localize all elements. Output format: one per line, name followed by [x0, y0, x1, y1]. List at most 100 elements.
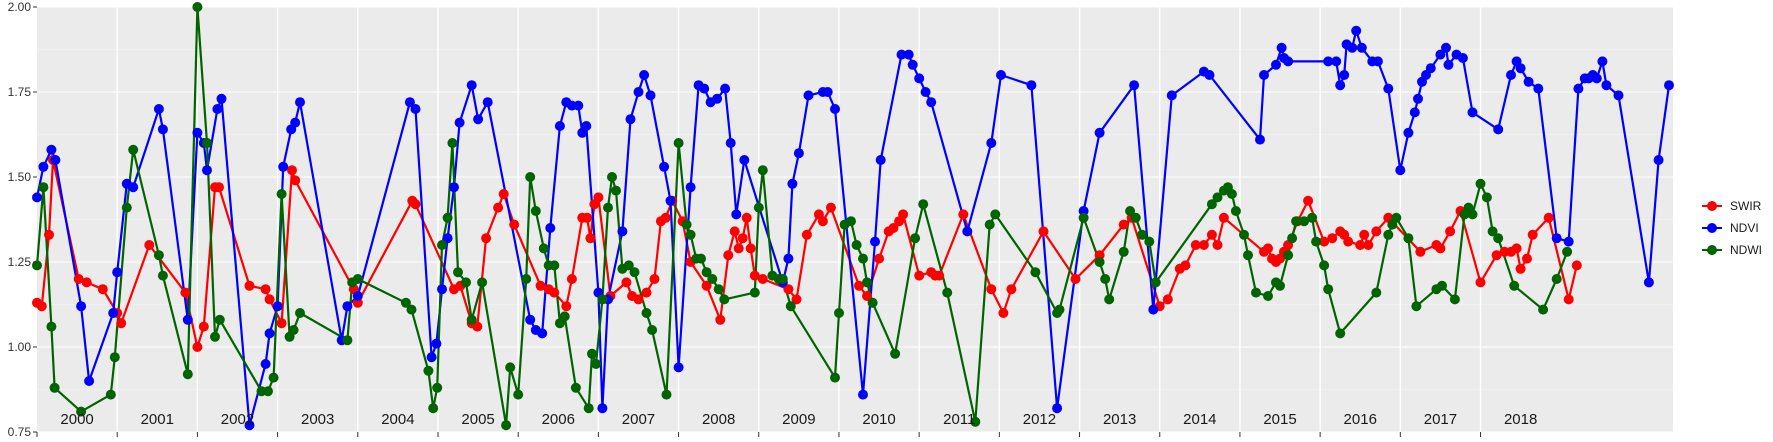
data-point-ndvi: [1563, 236, 1574, 247]
data-point-ndwi: [1230, 206, 1241, 216]
data-point-ndvi: [212, 104, 223, 114]
data-point-ndwi: [505, 362, 516, 373]
data-point-ndvi: [1515, 63, 1526, 74]
data-point-ndwi: [942, 287, 953, 298]
data-point-ndwi: [1030, 267, 1041, 278]
data-point-swir: [621, 277, 632, 288]
data-point-swir: [97, 284, 108, 295]
data-point-ndwi: [990, 209, 1001, 220]
data-point-ndwi: [1226, 189, 1237, 199]
data-point-ndvi: [108, 308, 119, 318]
data-point-swir: [144, 240, 155, 250]
data-point-ndvi: [639, 70, 650, 80]
data-point-swir: [1303, 195, 1314, 206]
data-point-ndwi: [583, 403, 594, 414]
data-point-ndvi: [264, 328, 275, 339]
data-point-ndvi: [659, 161, 670, 172]
data-point-ndwi: [673, 138, 684, 148]
data-point-swir: [745, 243, 756, 254]
year-label: 2008: [702, 411, 735, 428]
data-point-ndwi: [607, 172, 617, 182]
data-point-ndwi: [1239, 229, 1249, 240]
data-point-ndwi: [268, 372, 279, 383]
data-point-ndvi: [1506, 70, 1516, 80]
data-point-ndvi: [84, 376, 95, 386]
data-point-ndwi: [846, 216, 856, 227]
data-point-ndvi: [903, 49, 914, 60]
data-point-ndwi: [1212, 192, 1223, 203]
data-point-ndvi: [466, 80, 477, 91]
data-point-swir: [472, 321, 483, 332]
data-point-ndwi: [1150, 277, 1161, 288]
data-point-ndwi: [501, 420, 512, 431]
data-point-swir: [1515, 263, 1526, 274]
data-point-ndvi: [46, 144, 57, 155]
data-point-swir: [633, 294, 644, 305]
data-point-ndwi: [1094, 257, 1105, 267]
data-point-ndvi: [633, 87, 644, 97]
data-point-ndwi: [1263, 291, 1273, 301]
data-point-ndvi: [597, 403, 608, 414]
data-point-ndvi: [454, 117, 465, 128]
y-tick-label: 2.00: [8, 0, 32, 14]
data-point-ndvi: [1597, 56, 1608, 67]
data-point-ndvi: [426, 352, 437, 363]
data-point-ndwi: [707, 274, 718, 284]
year-label: 2012: [1023, 411, 1056, 428]
data-point-ndvi: [1395, 165, 1406, 176]
data-point-ndwi: [538, 243, 549, 254]
data-point-ndwi: [1371, 287, 1382, 298]
data-point-ndvi: [699, 83, 710, 94]
data-point-swir: [1343, 236, 1354, 247]
data-point-ndvi: [1664, 80, 1674, 91]
legend-label: SWIR: [1730, 199, 1762, 213]
data-point-ndwi: [851, 240, 862, 250]
data-point-swir: [585, 233, 596, 244]
data-point-ndwi: [685, 229, 696, 240]
data-point-ndwi: [785, 301, 796, 312]
data-point-ndvi: [1573, 83, 1584, 94]
data-point-swir: [1263, 243, 1273, 254]
data-point-ndwi: [121, 202, 132, 213]
data-point-ndvi: [1347, 42, 1358, 53]
year-label: 2018: [1504, 411, 1537, 428]
data-point-ndvi: [907, 59, 918, 70]
data-point-ndwi: [1487, 226, 1498, 237]
data-point-swir: [1180, 260, 1191, 271]
data-point-ndwi: [128, 144, 139, 155]
data-point-ndvi: [1323, 56, 1334, 67]
data-point-swir: [1319, 236, 1330, 247]
data-point-ndwi: [530, 206, 541, 216]
data-point-ndvi: [1383, 83, 1394, 94]
data-point-ndvi: [712, 93, 723, 104]
data-point-ndwi: [153, 250, 164, 261]
data-point-ndwi: [1319, 260, 1330, 271]
data-point-ndwi: [428, 403, 439, 414]
data-point-ndvi: [787, 178, 798, 189]
data-point-swir: [649, 274, 660, 284]
data-point-ndvi: [1148, 304, 1159, 315]
data-point-ndwi: [1403, 233, 1414, 244]
year-label: 2009: [782, 411, 815, 428]
legend-key-point: [1707, 201, 1717, 211]
data-point-swir: [260, 284, 271, 295]
y-tick-label: 1.50: [8, 170, 32, 184]
data-point-ndvi: [32, 192, 42, 203]
data-point-ndvi: [1204, 70, 1215, 80]
data-point-swir: [1527, 229, 1538, 240]
data-point-ndvi: [260, 359, 271, 369]
data-point-ndwi: [753, 202, 764, 213]
data-point-ndvi: [157, 124, 168, 135]
data-point-swir: [701, 280, 712, 291]
data-point-ndwi: [1562, 246, 1573, 257]
data-point-ndwi: [777, 274, 788, 284]
data-point-swir: [862, 291, 872, 301]
data-point-ndwi: [1287, 233, 1298, 244]
data-point-swir: [535, 280, 546, 291]
data-point-ndvi: [202, 165, 212, 176]
data-point-ndvi: [1271, 59, 1281, 70]
y-axis: 0.75 1.00 1.25 1.50 1.75 2.00: [8, 0, 1482, 439]
data-point-ndvi: [431, 338, 442, 349]
data-point-ndvi: [525, 314, 536, 325]
data-point-ndwi: [342, 335, 353, 346]
